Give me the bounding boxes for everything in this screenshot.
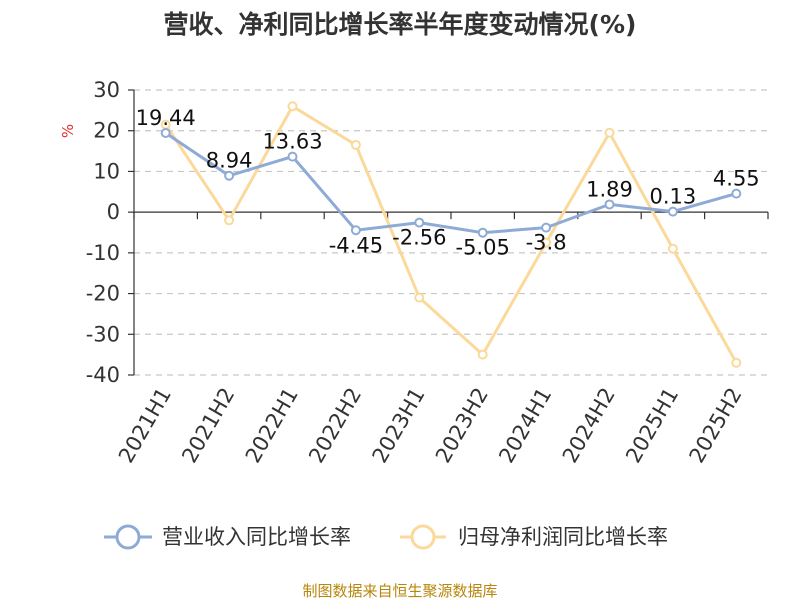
data-point-net-profit[interactable] bbox=[731, 357, 742, 368]
y-tick-label: 10 bbox=[93, 159, 120, 183]
grid-lines bbox=[134, 89, 768, 376]
y-tick-label: -30 bbox=[86, 322, 120, 346]
data-point-revenue[interactable] bbox=[541, 222, 552, 233]
y-tick-label: 30 bbox=[93, 78, 120, 102]
source-note: 制图数据来自恒生聚源数据库 bbox=[302, 582, 497, 600]
x-tick-label: 2024H2 bbox=[558, 384, 620, 468]
y-tick-label: 0 bbox=[107, 200, 120, 224]
data-label-revenue: -4.45 bbox=[329, 233, 383, 257]
legend-label-revenue: 营业收入同比增长率 bbox=[162, 525, 351, 549]
data-point-revenue[interactable] bbox=[604, 199, 615, 210]
x-tick-label: 2023H1 bbox=[368, 384, 430, 468]
data-point-net-profit[interactable] bbox=[604, 127, 615, 138]
y-tick-label: -20 bbox=[86, 282, 120, 306]
data-label-revenue: 1.89 bbox=[586, 177, 633, 201]
data-point-revenue[interactable] bbox=[477, 227, 488, 238]
data-point-net-profit[interactable] bbox=[541, 237, 552, 248]
x-tick-label: 2023H2 bbox=[431, 384, 493, 468]
data-labels: 19.44 8.94 13.63 -4.45 -2.56 -5.05 -3.8 1.89 0.1… bbox=[136, 106, 760, 260]
data-point-net-profit[interactable] bbox=[477, 349, 488, 360]
legend-item-net-profit[interactable]: 归母净利润同比增长率 bbox=[400, 524, 668, 550]
data-point-net-profit[interactable] bbox=[224, 215, 235, 226]
series-lines bbox=[160, 101, 742, 368]
y-axis-unit: % bbox=[59, 124, 77, 138]
legend-marker-revenue bbox=[115, 524, 141, 550]
data-label-revenue: 13.63 bbox=[262, 130, 322, 154]
legend-marker-net-profit bbox=[410, 524, 436, 550]
legend-label-net-profit: 归母净利润同比增长率 bbox=[458, 525, 668, 549]
x-tick-label: 2021H2 bbox=[177, 384, 239, 468]
x-tick-label: 2022H1 bbox=[241, 384, 303, 468]
data-label-revenue: 8.94 bbox=[206, 149, 253, 173]
series-line-net-profit bbox=[164, 104, 738, 364]
data-point-revenue[interactable] bbox=[160, 127, 171, 138]
chart-title: 营收、净利同比增长率半年度变动情况(%) bbox=[164, 10, 637, 39]
data-label-revenue: 4.55 bbox=[713, 167, 760, 191]
data-point-net-profit[interactable] bbox=[350, 139, 361, 150]
legend[interactable]: 营业收入同比增长率 归母净利润同比增长率 bbox=[104, 524, 668, 550]
x-tick-label: 2024H1 bbox=[494, 384, 556, 468]
data-label-revenue: -2.56 bbox=[392, 226, 446, 250]
x-tick-label: 2022H2 bbox=[304, 384, 366, 468]
x-tick-label: 2021H1 bbox=[114, 384, 176, 468]
data-label-revenue: 19.44 bbox=[136, 106, 196, 130]
data-point-net-profit[interactable] bbox=[667, 243, 678, 254]
data-point-revenue[interactable] bbox=[731, 188, 742, 199]
data-point-revenue[interactable] bbox=[414, 217, 425, 228]
data-point-revenue[interactable] bbox=[350, 225, 361, 236]
legend-item-revenue[interactable]: 营业收入同比增长率 bbox=[104, 524, 351, 550]
data-point-net-profit[interactable] bbox=[287, 101, 298, 112]
y-tick-label: -40 bbox=[86, 363, 120, 387]
data-label-revenue: -3.8 bbox=[526, 231, 567, 255]
data-point-revenue[interactable] bbox=[224, 170, 235, 181]
data-label-revenue: 0.13 bbox=[650, 185, 697, 209]
y-tick-label: -10 bbox=[86, 241, 120, 265]
series-line-revenue bbox=[164, 131, 737, 235]
data-point-net-profit[interactable] bbox=[414, 292, 425, 303]
data-point-revenue[interactable] bbox=[287, 151, 298, 162]
data-label-revenue: -5.05 bbox=[456, 236, 510, 260]
y-tick-label: 20 bbox=[93, 119, 120, 143]
x-tick-label: 2025H1 bbox=[621, 384, 683, 468]
data-point-revenue[interactable] bbox=[667, 206, 678, 217]
x-tick-label: 2025H2 bbox=[685, 384, 747, 468]
